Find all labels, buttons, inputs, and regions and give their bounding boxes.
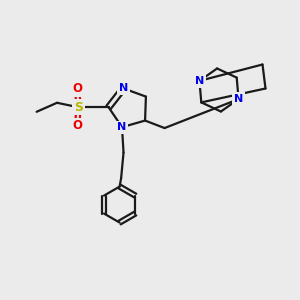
Text: N: N <box>117 122 127 132</box>
Text: O: O <box>72 82 82 95</box>
Text: N: N <box>195 76 204 86</box>
Text: N: N <box>119 83 128 93</box>
Text: N: N <box>234 94 243 104</box>
Text: O: O <box>72 119 82 132</box>
Text: S: S <box>74 101 83 114</box>
